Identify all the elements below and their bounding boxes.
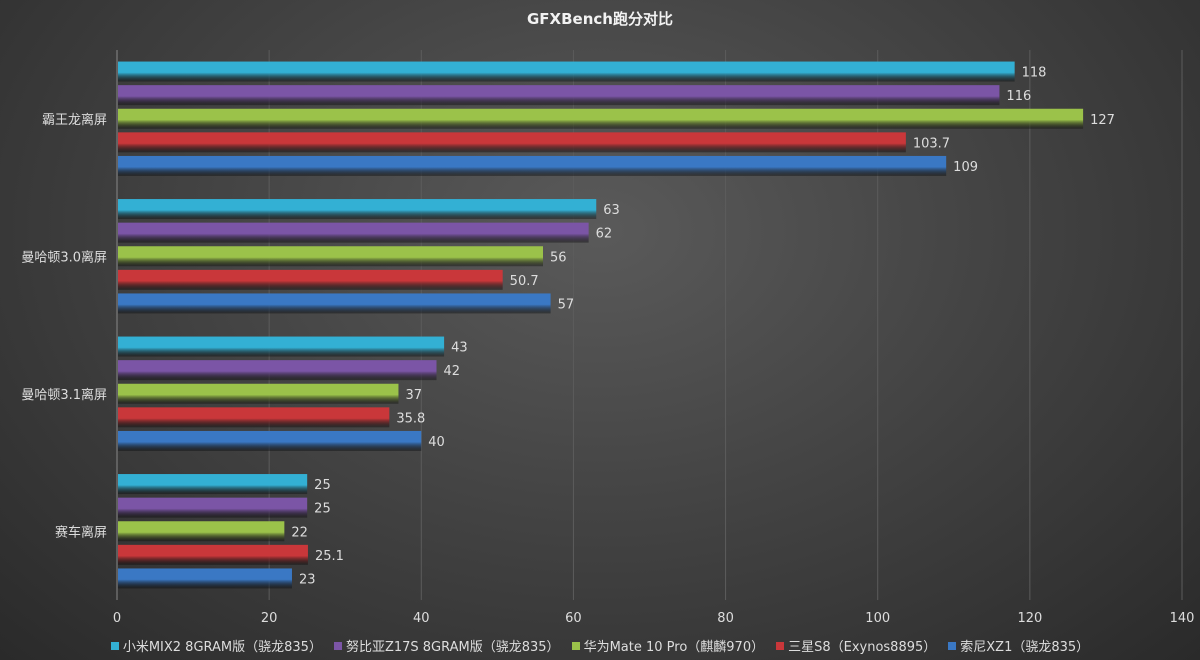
data-label: 23 xyxy=(299,572,316,587)
data-label: 25.1 xyxy=(315,549,344,564)
bar xyxy=(118,246,543,267)
data-label: 40 xyxy=(428,435,445,450)
legend-swatch xyxy=(776,641,785,650)
data-label: 109 xyxy=(953,160,978,175)
bar xyxy=(118,269,503,290)
x-tick-label: 80 xyxy=(717,611,734,626)
data-label: 62 xyxy=(596,227,613,242)
chart-title: GFXBench跑分对比 xyxy=(527,10,673,28)
data-label: 50.7 xyxy=(510,274,539,289)
x-tick-label: 60 xyxy=(565,611,582,626)
legend-swatch xyxy=(571,641,580,650)
bar xyxy=(118,132,906,153)
data-label: 42 xyxy=(444,364,461,379)
bar xyxy=(118,155,947,176)
bar xyxy=(118,497,308,518)
bar xyxy=(118,293,551,314)
bar xyxy=(118,199,597,220)
x-tick-label: 100 xyxy=(865,611,890,626)
x-tick-label: 120 xyxy=(1017,611,1042,626)
legend-label: 华为Mate 10 Pro（麒麟970） xyxy=(583,640,765,655)
y-category-label: 霸王龙离屏 xyxy=(42,112,107,128)
legend: 小米MIX2 8GRAM版（骁龙835） 努比亚Z17S 8GRAM版（骁龙835… xyxy=(0,636,1200,655)
bar xyxy=(118,336,445,357)
bar xyxy=(118,544,308,565)
legend-swatch xyxy=(948,641,957,650)
bar xyxy=(118,222,589,243)
bar-chart: 0 20 40 60 80 100 120 140 霸王龙离屏 118 116 127 103.7109… xyxy=(21,50,1195,626)
data-label: 25 xyxy=(314,502,331,517)
bar xyxy=(118,407,390,428)
legend-item: 华为Mate 10 Pro（麒麟970） xyxy=(571,636,765,655)
legend-item: 小米MIX2 8GRAM版（骁龙835） xyxy=(110,636,322,655)
legend-item: 三星S8（Exynos8895） xyxy=(776,636,936,655)
legend-label: 努比亚Z17S 8GRAM版（骁龙835） xyxy=(345,640,560,655)
bar xyxy=(118,430,422,451)
bar xyxy=(118,108,1084,129)
data-label: 22 xyxy=(291,525,308,540)
data-label: 116 xyxy=(1006,89,1031,104)
y-category-label: 曼哈顿3.1离屏 xyxy=(21,387,107,403)
data-label: 63 xyxy=(603,203,620,218)
data-label: 57 xyxy=(558,297,575,312)
data-label: 56 xyxy=(550,250,567,265)
bar xyxy=(118,61,1015,82)
data-label: 25 xyxy=(314,478,331,493)
legend-item: 努比亚Z17S 8GRAM版（骁龙835） xyxy=(333,636,560,655)
data-label: 103.7 xyxy=(913,136,950,151)
bar xyxy=(118,85,1000,106)
legend-swatch xyxy=(110,641,119,650)
data-label: 35.8 xyxy=(396,411,425,426)
x-tick-label: 0 xyxy=(113,611,121,626)
x-tick-label: 140 xyxy=(1170,611,1195,626)
legend-label: 三星S8（Exynos8895） xyxy=(788,640,937,655)
bar xyxy=(118,521,285,542)
legend-item: 索尼XZ1（骁龙835） xyxy=(948,636,1089,655)
y-category-label: 赛车离屏 xyxy=(55,524,107,540)
data-label: 118 xyxy=(1022,66,1047,81)
legend-label: 索尼XZ1（骁龙835） xyxy=(960,640,1090,655)
x-tick-label: 40 xyxy=(413,611,430,626)
x-tick-label: 20 xyxy=(261,611,278,626)
bar xyxy=(118,383,399,404)
legend-swatch xyxy=(333,641,342,650)
data-label: 43 xyxy=(451,341,468,356)
data-label: 37 xyxy=(405,388,422,403)
y-category-label: 曼哈顿3.0离屏 xyxy=(21,249,107,265)
legend-label: 小米MIX2 8GRAM版（骁龙835） xyxy=(122,640,322,655)
data-label: 127 xyxy=(1090,113,1115,128)
bar xyxy=(118,474,308,495)
bar xyxy=(118,360,437,381)
bar xyxy=(118,568,292,589)
